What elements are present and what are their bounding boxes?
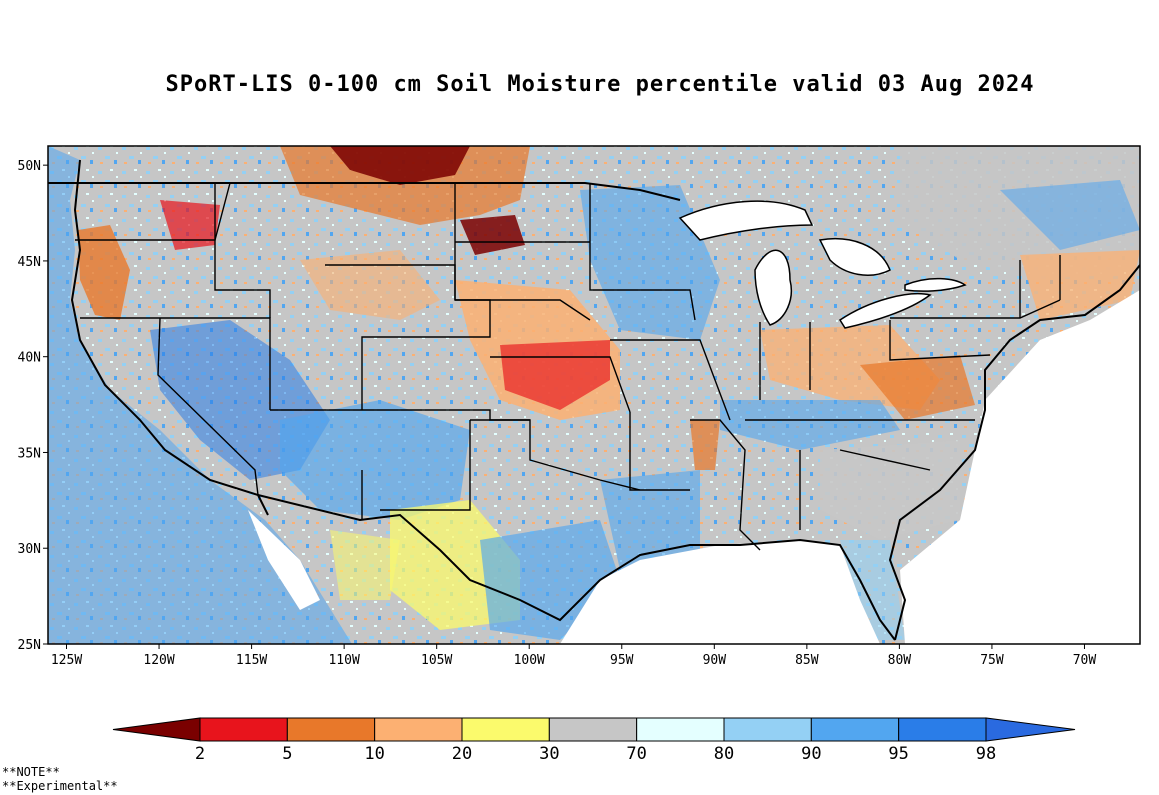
experimental-label: **Experimental** (2, 779, 118, 793)
louisiana-wet-region (600, 470, 700, 570)
colorbar-bin (636, 717, 725, 742)
lat-tick-label: 40N (18, 351, 41, 366)
colorbar-label: 5 (282, 744, 292, 764)
colorbar-bin (548, 717, 638, 742)
colorbar-label: 90 (801, 744, 821, 764)
colorbar-label: 98 (976, 744, 996, 764)
latitude-axis: 50N 45N 40N 35N 30N 25N (18, 159, 48, 653)
lon-tick-label: 110W (328, 653, 359, 668)
florida-wet-region (840, 540, 905, 640)
arkansas-dry-strip (690, 420, 720, 470)
ca-nv-border (157, 317, 259, 496)
dakota-extreme-dry-region (460, 215, 525, 255)
colorbar-bin (898, 717, 987, 742)
colorbar-bin (723, 717, 812, 742)
lat-tick-label: 50N (18, 159, 41, 174)
nv-ut-border (80, 317, 271, 410)
colorbar-bin (374, 717, 463, 742)
atlantic-ocean (900, 290, 1140, 644)
lon-tick-label: 100W (514, 653, 545, 668)
lat-tick-label: 30N (18, 542, 41, 557)
wyoming-dry-region (300, 250, 440, 320)
lon-tick-label: 70W (1073, 653, 1097, 668)
pacific-region (48, 146, 352, 644)
colorbar-label: 70 (626, 744, 646, 764)
appalachian-dry-region (860, 355, 975, 420)
lat-tick-label: 45N (18, 255, 41, 270)
southeast-normal-region (820, 440, 960, 540)
minnesota-border (589, 183, 696, 321)
state-boundaries (75, 182, 1061, 551)
colorbar-bin (810, 717, 900, 742)
sd-ne-border (455, 299, 591, 321)
lake-huron (818, 238, 891, 276)
colorbar-label: 10 (364, 744, 384, 764)
lat-tick-label: 25N (18, 638, 41, 653)
mississippi-river-border (690, 419, 761, 551)
washington-dry-region (160, 200, 220, 250)
lon-tick-label: 75W (980, 653, 1004, 668)
colorbar-high-arrow (985, 717, 1076, 742)
longitude-axis: 125W 120W 115W 110W 105W 100W 95W 90W 85W 80W 75W 7… (51, 644, 1097, 668)
ok-tx-border (470, 419, 641, 491)
map-title: SPoRT-LIS 0-100 cm Soil Moisture percent… (165, 72, 1035, 97)
atlantic-coastline (888, 264, 1140, 641)
lon-tick-label: 90W (703, 653, 727, 668)
colorbar-bin (461, 717, 550, 742)
field-layer (48, 146, 1140, 644)
lon-tick-label: 95W (610, 653, 634, 668)
lon-tick-label: 125W (51, 653, 82, 668)
lon-tick-label: 85W (795, 653, 819, 668)
colorbar: 2 5 10 20 30 70 80 90 95 98 (112, 717, 1076, 764)
pacific-nw-dry-region (78, 225, 130, 320)
tennessee-wet-region (720, 400, 900, 450)
pennsylvania-border (889, 320, 991, 361)
colorbar-low-arrow (112, 717, 201, 742)
plot-frame (47, 145, 1141, 645)
lake-superior (678, 200, 814, 241)
idaho-border (214, 183, 271, 318)
gulf-of-california (248, 510, 320, 610)
nm-border (380, 420, 471, 511)
lon-tick-label: 115W (236, 653, 267, 668)
colorbar-label: 20 (452, 744, 472, 764)
colorbar-bin (199, 717, 288, 742)
canada-east-normal-region (900, 146, 1140, 280)
ne-ks-border (490, 356, 631, 413)
lon-tick-label: 105W (421, 653, 452, 668)
ar-ok-border (629, 412, 690, 491)
lake-erie (838, 293, 932, 329)
colorbar-label: 30 (539, 744, 559, 764)
colorbar-label: 80 (714, 744, 734, 764)
colorbar-bin (286, 717, 376, 742)
pacific-coastline (70, 159, 269, 516)
us-canada-border (48, 182, 681, 201)
new-england-dry-region (1020, 250, 1140, 320)
southern-border-gulf-coast (257, 494, 896, 641)
colorbar-label: 2 (195, 744, 205, 764)
nc-sc-border (839, 449, 931, 471)
mexico-dry-region (330, 530, 400, 600)
lon-tick-label: 80W (888, 653, 912, 668)
lake-ontario (904, 277, 967, 292)
lat-tick-label: 35N (18, 446, 41, 461)
quebec-wet-region (1000, 180, 1140, 250)
northern-plains-dry-region (280, 146, 530, 225)
boundary-layer (48, 159, 1140, 641)
lake-michigan (754, 249, 792, 326)
lon-tick-label: 120W (143, 653, 174, 668)
southwest-wet-region (280, 400, 470, 520)
colorbar-label: 95 (888, 744, 908, 764)
montana-extreme-dry-region (330, 146, 470, 185)
note-label: **NOTE** (2, 765, 60, 779)
iowa-missouri-border (610, 339, 731, 421)
gulf-of-mexico (560, 540, 880, 644)
